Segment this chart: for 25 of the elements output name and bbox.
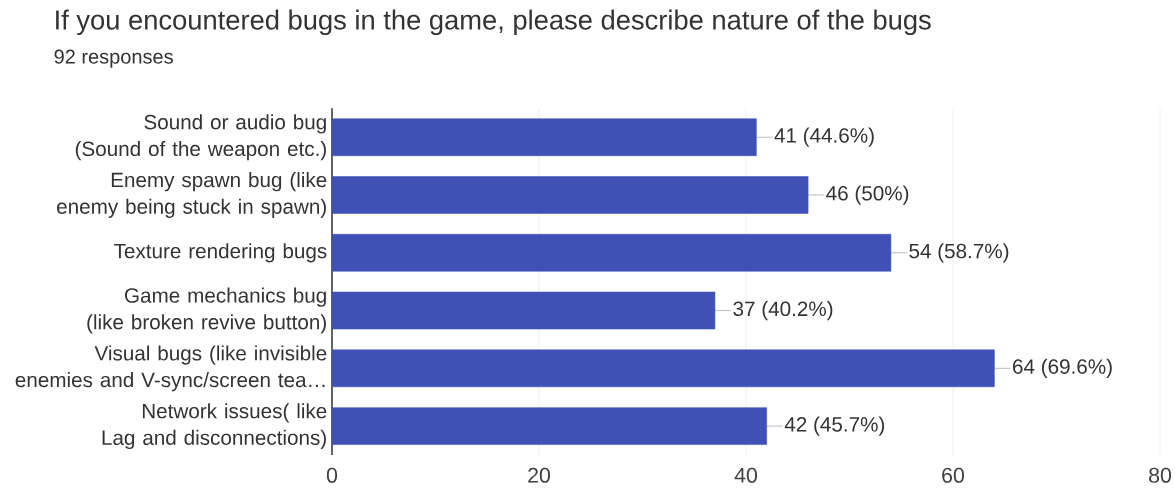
y-tick-label: Visual bugs (like invisible enemies and V-sync/screen tea… <box>15 345 327 392</box>
text: 92 responses <box>54 49 173 68</box>
y-tick-label: Sound or audio bug (Sound of the weapon etc.) <box>75 114 326 161</box>
y-tick-label: Texture rendering bugs <box>114 243 327 263</box>
x-tick-label: 20 <box>528 467 551 483</box>
data-label: 46 (50%) <box>826 185 909 205</box>
bar <box>331 349 995 388</box>
chart-title: If you encountered bugs in the game, please describe nature of the bugs <box>56 9 931 36</box>
data-label: 64 (69.6%) <box>1013 358 1112 378</box>
x-tick-label: 0 <box>326 467 338 483</box>
y-tick-label: Network issues( like Lag and disconnections) <box>102 403 327 450</box>
x-tick-label: 40 <box>734 467 758 483</box>
bar <box>331 176 809 214</box>
x-tick-label: 80 <box>1149 467 1172 483</box>
data-label: 37 (40.2%) <box>733 300 833 321</box>
y-tick-label: Game mechanics bug (like broken revive button) <box>87 287 326 334</box>
data-label: 41 (44.6%) <box>774 127 874 147</box>
data-label: 42 (45.7%) <box>784 416 885 436</box>
bar <box>331 291 716 330</box>
y-tick-label: Enemy spawn bug (like enemy being stuck in spawn) <box>57 172 327 218</box>
x-tick-label: 60 <box>942 467 965 483</box>
bar <box>331 407 767 445</box>
data-label: 54 (58.7%) <box>909 243 1009 263</box>
bar <box>331 234 892 272</box>
bar <box>331 118 757 156</box>
